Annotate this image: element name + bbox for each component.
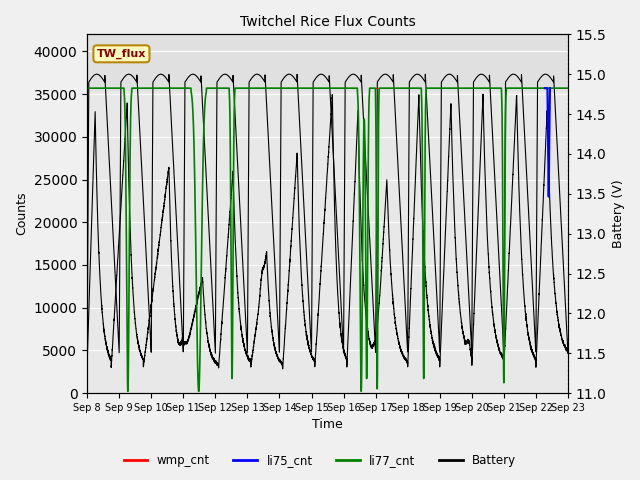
Y-axis label: Counts: Counts [15,192,28,236]
Legend: wmp_cnt, li75_cnt, li77_cnt, Battery: wmp_cnt, li75_cnt, li77_cnt, Battery [119,449,521,472]
Title: Twitchel Rice Flux Counts: Twitchel Rice Flux Counts [239,15,415,29]
Bar [87,35,568,90]
X-axis label: Time: Time [312,419,343,432]
Text: TW_flux: TW_flux [97,48,146,59]
Y-axis label: Battery (V): Battery (V) [612,180,625,248]
